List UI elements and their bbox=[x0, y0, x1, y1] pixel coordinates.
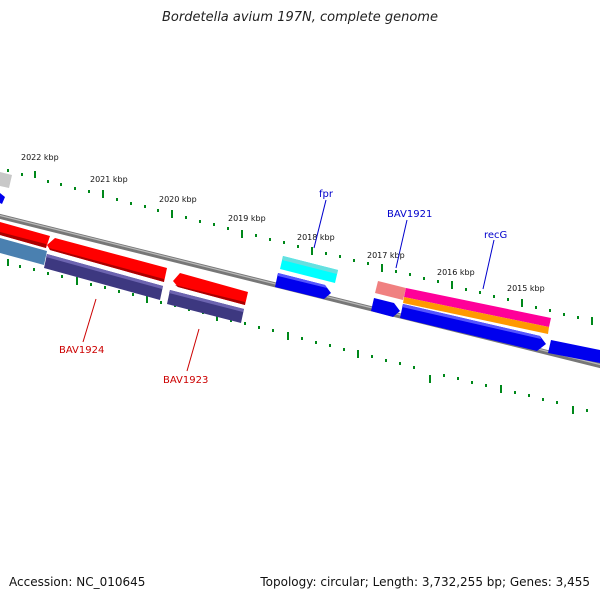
gene-blue-bav1921 bbox=[371, 298, 400, 317]
gene-magenta-recg bbox=[404, 288, 551, 327]
gene-label-bav1924[interactable]: BAV1924 bbox=[59, 345, 104, 356]
gene-red-right-shade bbox=[175, 285, 245, 305]
gene-red-middle-shade bbox=[49, 248, 164, 282]
gene-grey-partial bbox=[0, 172, 12, 188]
gene-label-recg[interactable]: recG bbox=[484, 230, 507, 241]
gene-blue-fpr-hl bbox=[278, 273, 327, 288]
ruler-label-2016: 2016 kbp bbox=[437, 268, 475, 277]
map-title: Bordetella avium 197N, complete genome bbox=[162, 10, 438, 25]
genome-stats-text: Topology: circular; Length: 3,732,255 bp… bbox=[260, 575, 590, 589]
ruler-label-2021: 2021 kbp bbox=[90, 175, 128, 184]
ruler-label-2018: 2018 kbp bbox=[297, 233, 335, 242]
gene-cyan-fpr-shade bbox=[282, 256, 338, 274]
ruler-label-2020: 2020 kbp bbox=[159, 195, 197, 204]
gene-slate-bav1923-hl bbox=[169, 290, 244, 312]
gene-blue-long-hl bbox=[402, 304, 541, 339]
outer-ruler bbox=[7, 169, 593, 325]
ruler-label-2022: 2022 kbp bbox=[21, 153, 59, 162]
leader-bav1924 bbox=[82, 298, 97, 343]
leader-recg bbox=[482, 239, 495, 290]
leader-bav1923 bbox=[186, 328, 200, 372]
leader-fpr bbox=[313, 199, 327, 249]
gene-pink-bav1921 bbox=[375, 281, 406, 300]
accession-text: Accession: NC_010645 bbox=[9, 575, 146, 589]
gene-blue-right bbox=[548, 340, 600, 363]
gene-red-middle bbox=[47, 238, 167, 282]
gene-orange-recg bbox=[403, 297, 549, 334]
ruler-label-2019: 2019 kbp bbox=[228, 214, 266, 223]
ruler-label-2015: 2015 kbp bbox=[507, 284, 545, 293]
gene-blue-fpr bbox=[275, 273, 331, 299]
gene-label-bav1921[interactable]: BAV1921 bbox=[387, 209, 432, 220]
gene-label-fpr[interactable]: fpr bbox=[319, 189, 334, 200]
gene-slate-bav1923 bbox=[167, 290, 244, 323]
gene-blue-long bbox=[400, 304, 546, 351]
gene-red-right bbox=[173, 273, 248, 305]
ruler-label-2017: 2017 kbp bbox=[367, 251, 405, 260]
gene-steelblue bbox=[0, 238, 47, 265]
gene-slate-bav1924 bbox=[44, 254, 163, 300]
gene-slate-bav1924-hl bbox=[46, 254, 163, 289]
gene-red-left-shade bbox=[0, 232, 46, 248]
leader-bav1921 bbox=[395, 219, 408, 269]
gene-label-bav1923[interactable]: BAV1923 bbox=[163, 375, 208, 386]
gene-blue-partial-top bbox=[0, 193, 5, 204]
gene-red-left bbox=[0, 222, 50, 248]
